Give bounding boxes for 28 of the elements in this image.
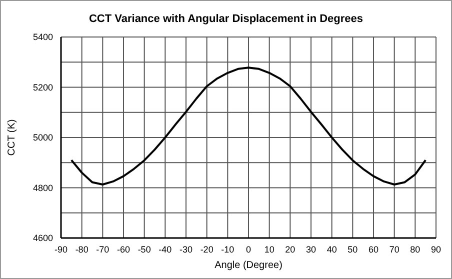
- x-tick-label: 60: [368, 244, 379, 254]
- x-tick-label: 70: [389, 244, 400, 254]
- x-tick-label: 10: [264, 244, 274, 254]
- x-tick-label: -60: [116, 244, 130, 254]
- x-tick-label: 50: [348, 244, 358, 254]
- y-axis-title: CCT (K): [6, 119, 18, 156]
- x-tick-label: -20: [200, 244, 214, 254]
- x-tick-label: -90: [54, 244, 68, 254]
- x-tick-label: 30: [306, 244, 316, 254]
- x-axis-title: Angle (Degree): [214, 260, 282, 271]
- x-tick-label: -10: [221, 244, 234, 254]
- x-tick-label: -80: [75, 244, 88, 254]
- x-tick-label: 40: [326, 244, 337, 254]
- x-tick-label: -50: [138, 244, 151, 254]
- line-series: [70, 66, 427, 186]
- y-tick-label: 4600: [32, 233, 53, 244]
- y-tick-label: 5400: [32, 32, 53, 42]
- x-tick-label: -30: [179, 244, 193, 254]
- x-tick-label: 90: [430, 244, 442, 254]
- x-tick-label: 80: [410, 244, 420, 254]
- x-tick-label: -70: [96, 244, 110, 254]
- x-tick-label: -40: [158, 244, 172, 254]
- x-tick-label: 0: [246, 244, 252, 254]
- chart-title: CCT Variance with Angular Displacement in Degrees: [88, 13, 364, 25]
- y-tick-label: 4800: [32, 182, 53, 193]
- x-tick-label: 20: [285, 244, 296, 254]
- y-tick-label: 5200: [32, 82, 53, 92]
- y-tick-label: 5000: [32, 132, 53, 143]
